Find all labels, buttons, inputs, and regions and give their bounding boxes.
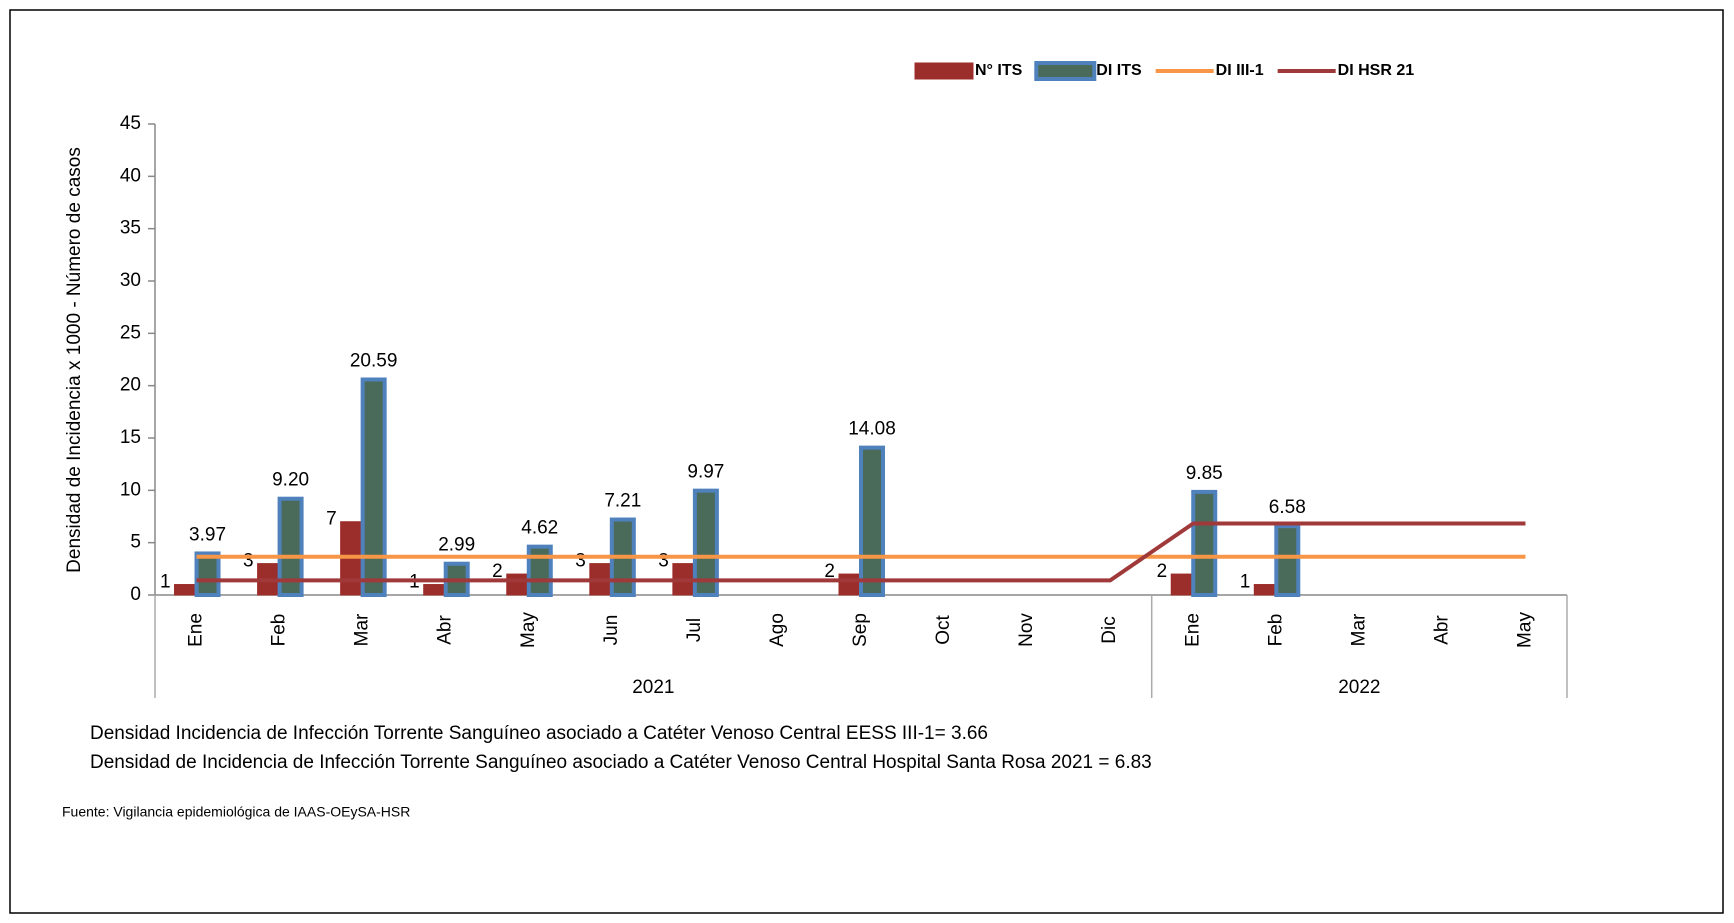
- x-tick-label: Sep: [850, 613, 871, 647]
- data-label: 2.99: [438, 535, 475, 556]
- data-label: 1: [1240, 572, 1251, 593]
- legend-swatch: [1034, 61, 1097, 81]
- y-tick-label: 40: [120, 165, 141, 186]
- bar: [859, 445, 885, 597]
- x-tick-label: Oct: [933, 615, 954, 645]
- x-tick-label: Nov: [1016, 613, 1037, 647]
- data-label: 9.97: [687, 462, 724, 483]
- bar: [526, 544, 553, 597]
- bar: [174, 584, 198, 596]
- x-tick-label: Feb: [1265, 614, 1286, 647]
- bar: [1191, 489, 1218, 597]
- x-tick-label: Ene: [1182, 613, 1203, 647]
- data-label: 7: [326, 509, 337, 530]
- y-tick-label: 5: [130, 532, 141, 553]
- data-label: 2: [824, 561, 835, 582]
- x-tick-label: Mar: [1348, 613, 1369, 646]
- data-label: 3: [575, 551, 586, 572]
- x-tick-label: May: [518, 612, 539, 648]
- legend-label: N° ITS: [975, 62, 1023, 79]
- data-label: 3: [658, 551, 669, 572]
- bar: [1170, 573, 1194, 596]
- x-tick-label: Mar: [352, 613, 373, 646]
- x-tick-label: Abr: [1431, 615, 1452, 645]
- x-tick-label: Feb: [269, 614, 290, 647]
- source: Fuente: Vigilancia epidemiológica de IAA…: [62, 804, 410, 820]
- bar: [692, 488, 719, 598]
- note: Densidad de Incidencia de Infección Torr…: [90, 752, 1152, 773]
- y-tick-label: 10: [120, 479, 141, 500]
- y-tick-label: 30: [120, 270, 141, 291]
- y-tick-label: 45: [120, 113, 141, 134]
- data-label: 20.59: [350, 351, 398, 372]
- data-label: 7.21: [604, 491, 641, 512]
- legend-label: DI HSR 21: [1338, 62, 1415, 79]
- bar: [1253, 584, 1277, 596]
- data-label: 9.85: [1186, 463, 1223, 484]
- bar: [838, 573, 862, 596]
- data-label: 2: [1157, 561, 1168, 582]
- data-label: 9.20: [272, 470, 309, 491]
- bar: [277, 496, 304, 597]
- data-label: 14.08: [848, 419, 896, 440]
- x-tick-label: Jun: [601, 615, 622, 646]
- data-label: 3.97: [189, 524, 226, 545]
- y-tick-label: 0: [130, 584, 141, 605]
- data-label: 6.58: [1269, 497, 1306, 518]
- x-tick-label: May: [1514, 612, 1535, 648]
- legend-swatch: [914, 62, 974, 80]
- bar: [194, 551, 221, 597]
- legend-label: DI ITS: [1096, 62, 1142, 79]
- x-tick-label: Jul: [684, 618, 705, 642]
- data-label: 4.62: [521, 518, 558, 539]
- y-tick-label: 15: [120, 427, 141, 448]
- x-tick-label: Ago: [767, 613, 788, 647]
- y-axis-label: Densidad de Incidencia x 1000 - Número d…: [64, 147, 85, 573]
- x-tick-label: Dic: [1099, 616, 1120, 643]
- y-tick-label: 20: [120, 375, 141, 396]
- y-tick-label: 25: [120, 322, 141, 343]
- bar: [506, 573, 530, 596]
- line: [196, 521, 1526, 583]
- data-label: 1: [160, 572, 171, 593]
- bar: [1274, 524, 1301, 597]
- data-label: 3: [243, 551, 254, 572]
- bar: [423, 584, 447, 596]
- x-tick-label: Ene: [186, 613, 207, 647]
- bar: [360, 377, 387, 597]
- frame: [9, 9, 1724, 914]
- x-tick-label: Abr: [435, 615, 456, 645]
- group-label: 2022: [1338, 677, 1380, 698]
- legend-label: DI III-1: [1216, 62, 1264, 79]
- y-tick-label: 35: [120, 218, 141, 239]
- group-label: 2021: [632, 677, 674, 698]
- data-label: 2: [492, 561, 503, 582]
- note: Densidad Incidencia de Infección Torrent…: [90, 723, 988, 744]
